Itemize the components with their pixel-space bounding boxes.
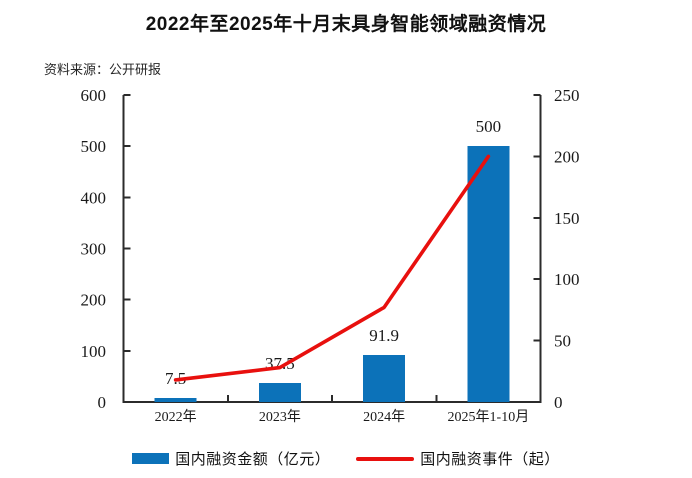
source-note: 资料来源：公开研报 bbox=[44, 62, 162, 77]
x-axis-category-label: 2024年 bbox=[363, 409, 405, 425]
left-axis-tick-label: 500 bbox=[81, 137, 107, 156]
bar-series-swatch-icon bbox=[132, 453, 170, 464]
bar-data-label: 500 bbox=[476, 117, 502, 136]
right-axis-tick-label: 150 bbox=[554, 209, 580, 228]
x-axis-category-label: 2025年1-10月 bbox=[448, 409, 530, 425]
legend-item-line-series: 国内融资事件（起） bbox=[356, 448, 560, 469]
right-axis-tick-label: 0 bbox=[554, 393, 563, 412]
x-axis-category-label: 2023年 bbox=[259, 409, 301, 425]
page-title: 2022年至2025年十月末具身智能领域融资情况 bbox=[145, 14, 547, 35]
bar-2024年 bbox=[363, 354, 406, 402]
bar-data-label: 91.9 bbox=[369, 326, 399, 345]
bar-2023年 bbox=[258, 382, 301, 402]
left-axis-tick-label: 0 bbox=[98, 393, 107, 412]
line-series bbox=[173, 154, 491, 382]
left-axis-tick-label: 600 bbox=[81, 86, 107, 105]
left-axis-tick-label: 200 bbox=[81, 291, 107, 310]
right-axis-tick-label: 50 bbox=[554, 332, 571, 351]
legend-item-bar-series: 国内融资金额（亿元） bbox=[132, 448, 330, 469]
legend-label-bar-series: 国内融资金额（亿元） bbox=[175, 452, 331, 468]
legend-label-line-series: 国内融资事件（起） bbox=[420, 452, 560, 468]
chart-legend: 国内融资金额（亿元） 国内融资事件（起） bbox=[0, 448, 692, 469]
x-axis-category-label: 2022年 bbox=[155, 409, 197, 425]
right-axis-tick-label: 100 bbox=[554, 270, 580, 289]
left-axis-tick-label: 300 bbox=[81, 240, 107, 259]
bar-2022年 bbox=[154, 398, 197, 402]
bar-series bbox=[154, 146, 510, 402]
right-axis-tick-label: 250 bbox=[554, 86, 580, 105]
right-axis-tick-label: 200 bbox=[554, 147, 580, 166]
line-series-swatch-icon bbox=[356, 456, 415, 461]
left-axis-tick-label: 400 bbox=[81, 188, 107, 207]
bar-2025年1-10月 bbox=[467, 146, 510, 402]
left-axis-tick-label: 100 bbox=[81, 342, 107, 361]
